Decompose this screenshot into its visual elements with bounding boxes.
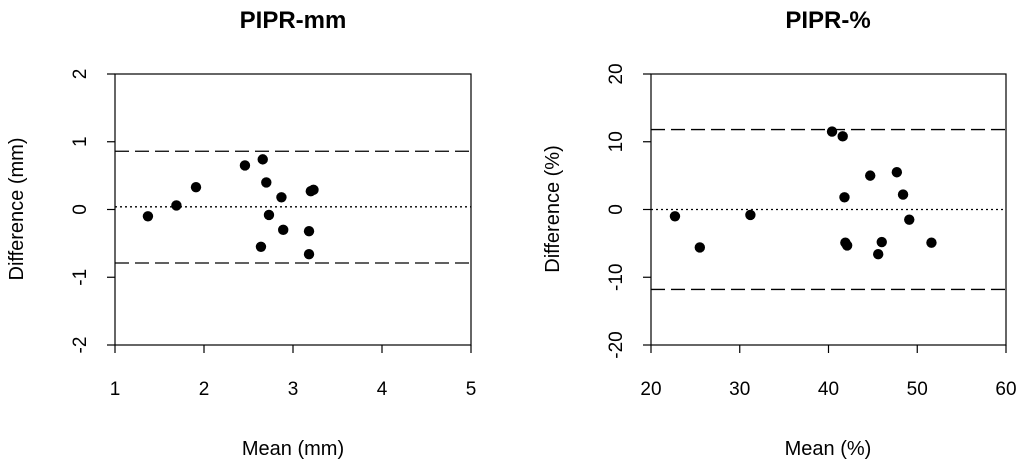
x-tick-label: 30	[729, 379, 750, 400]
y-tick-label: 0	[606, 204, 627, 215]
data-point	[255, 241, 267, 252]
x-axis-ticks: 1 2 3 4 5	[110, 345, 477, 400]
x-tick-label: 1	[110, 379, 121, 400]
x-tick-label: 60	[995, 379, 1016, 400]
x-tick-label: 40	[818, 379, 839, 400]
data-point	[257, 154, 268, 165]
data-point	[303, 225, 315, 237]
y-tick-label: 20	[606, 63, 627, 84]
data-point	[891, 167, 903, 178]
data-point	[865, 170, 876, 181]
x-axis-label: Mean (%)	[785, 438, 872, 460]
data-point	[897, 189, 909, 200]
data-point	[669, 211, 681, 222]
y-tick-label: -20	[606, 331, 627, 358]
x-tick-label: 4	[377, 379, 388, 400]
y-tick-label: -1	[70, 269, 91, 286]
data-point	[308, 184, 319, 196]
y-tick-label: 10	[606, 131, 627, 152]
y-tick-label: -2	[70, 337, 91, 354]
x-axis-ticks: 20 30 40 50 60	[640, 345, 1017, 400]
data-point	[837, 131, 848, 142]
y-axis-ticks: -20 -10 0 10 20	[606, 63, 651, 359]
x-tick-label: 20	[640, 379, 661, 400]
data-point	[839, 192, 850, 203]
data-point	[826, 126, 838, 137]
data-point	[239, 160, 251, 171]
x-tick-label: 3	[288, 379, 299, 400]
data-point	[276, 192, 287, 203]
y-axis-label: Difference (mm)	[6, 138, 28, 281]
data-point	[876, 236, 887, 248]
y-axis-label: Difference (%)	[542, 145, 564, 272]
plot-frame	[114, 73, 472, 346]
chart-pipr-percent: PIPR-% 20 30 40 50 60 -20 -10 0 10 20 Mean (%) D…	[542, 7, 1017, 460]
data-points	[142, 154, 319, 260]
y-tick-label: 0	[70, 204, 91, 215]
x-tick-label: 50	[907, 379, 928, 400]
chart-title: PIPR-%	[785, 7, 870, 34]
reference-lines	[115, 150, 471, 264]
x-tick-label: 2	[199, 379, 210, 400]
y-tick-label: -10	[606, 264, 627, 291]
chart-pipr-mm: PIPR-mm 1 2 3 4 5 -2 -1 0 1 2 Mean (mm) Differen…	[6, 7, 476, 460]
y-axis-ticks: -2 -1 0 1 2	[70, 69, 115, 354]
data-point	[261, 177, 272, 188]
chart-title: PIPR-mm	[240, 7, 347, 34]
data-point	[694, 242, 706, 253]
x-axis-label: Mean (mm)	[242, 438, 344, 460]
data-point	[303, 249, 315, 260]
reference-lines	[651, 128, 1006, 291]
x-tick-label: 5	[466, 379, 477, 400]
y-tick-label: 2	[70, 69, 91, 80]
data-point	[171, 200, 182, 211]
data-point	[841, 240, 853, 251]
data-point	[142, 211, 154, 222]
y-tick-label: 1	[70, 136, 91, 147]
data-point	[926, 237, 937, 248]
data-point	[745, 209, 756, 221]
data-point	[873, 249, 884, 260]
data-point	[190, 181, 202, 193]
data-point	[263, 209, 275, 221]
data-point	[278, 224, 289, 236]
data-points	[669, 126, 937, 260]
data-point	[904, 214, 915, 225]
